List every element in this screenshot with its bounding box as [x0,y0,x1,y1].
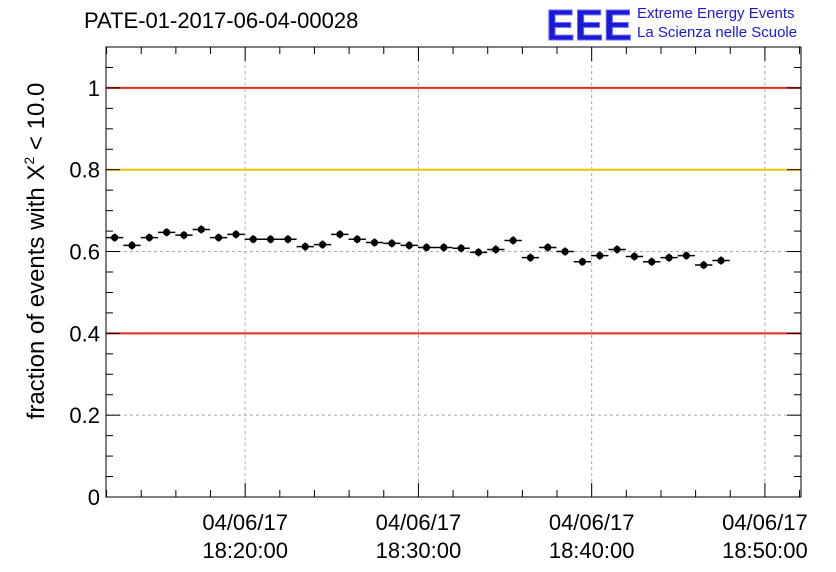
data-point [504,236,522,245]
data-marker [284,235,292,243]
data-point [625,252,644,261]
data-marker [145,234,153,242]
data-point [192,225,210,234]
data-point [157,228,176,237]
data-point [296,242,314,251]
data-point [175,231,193,240]
y-tick-label: 0.8 [69,158,100,183]
data-point [573,257,592,266]
data-marker [422,243,431,252]
data-marker [128,241,136,250]
data-point [313,240,332,249]
data-point [417,243,436,252]
data-point [660,253,678,262]
data-marker [405,241,413,250]
x-tick-date-label: 04/06/17 [549,510,635,535]
data-marker [700,261,708,269]
data-point [556,247,574,256]
data-point [435,243,453,252]
data-marker [370,238,379,247]
x-tick-date-label: 04/06/17 [722,510,808,535]
data-marker [163,228,171,236]
y-tick-label: 0 [88,485,100,510]
grid [106,47,801,497]
data-marker [336,230,344,238]
data-point [331,230,349,239]
data-marker [613,245,621,254]
data-marker [630,252,638,261]
data-marker [232,230,240,238]
data-marker [457,244,465,252]
data-point [348,235,366,244]
logo-text-line1: Extreme Energy Events [637,5,795,22]
x-tick-date-label: 04/06/17 [376,510,462,535]
y-tick-label: 1 [88,76,100,101]
data-point [261,235,280,244]
eee-logo-mark: EEE [546,2,633,48]
data-marker [353,235,361,243]
data-points [106,225,730,270]
x-tick-time-label: 18:30:00 [376,538,462,563]
data-point [591,251,609,260]
data-marker [215,234,223,242]
data-point [487,245,505,254]
data-marker [596,252,604,260]
data-marker [648,258,656,266]
x-tick-date-label: 04/06/17 [202,510,288,535]
data-point [521,253,540,262]
y-tick-label: 0.6 [69,240,100,265]
data-marker [561,247,569,256]
data-point [712,256,730,265]
data-marker [301,243,309,251]
data-point [539,243,557,252]
chart-title: PATE-01-2017-06-04-00028 [84,8,359,33]
data-point [643,257,661,266]
data-marker [682,252,690,260]
reference-lines [106,86,801,335]
eee-logo: EEE Extreme Energy Events La Scienza nel… [544,2,834,48]
data-marker [665,254,673,262]
data-point [383,239,401,248]
data-marker [440,243,448,252]
plot-frame [105,46,802,498]
svg-text:EEE: EEE [546,2,632,48]
y-tick-label: 0.4 [69,321,100,346]
data-point [365,238,384,247]
data-point [106,233,124,242]
x-tick-time-label: 18:40:00 [549,538,635,563]
data-marker [578,258,587,266]
data-point [400,241,418,250]
data-point [695,260,713,270]
data-marker [474,248,483,256]
data-marker [388,239,396,247]
data-marker [266,235,275,243]
data-point [677,251,696,260]
data-marker [492,245,500,254]
data-marker [197,225,205,234]
tick-labels: 0 0.2 0.4 0.6 0.8 1 04/06/17 18:20:00 04/06/17 18… [69,76,807,563]
data-marker [318,240,327,249]
data-marker [544,243,552,252]
data-point [227,230,245,239]
data-point [123,241,141,250]
data-marker [111,234,119,242]
data-point [140,233,158,242]
data-point [469,248,488,257]
data-marker [249,235,257,243]
x-tick-time-label: 18:50:00 [722,538,808,563]
data-point [209,233,228,242]
data-marker [180,231,188,239]
data-marker [717,256,725,265]
data-point [279,235,297,244]
axis-ticks [106,47,801,498]
y-tick-label: 0.2 [69,403,100,428]
data-marker [509,236,517,245]
data-point [244,235,262,244]
data-point [608,245,626,254]
data-point [452,244,470,253]
x-tick-time-label: 18:20:00 [202,538,288,563]
logo-text-line2: La Scienza nelle Scuole [637,24,798,41]
data-marker [526,254,535,262]
